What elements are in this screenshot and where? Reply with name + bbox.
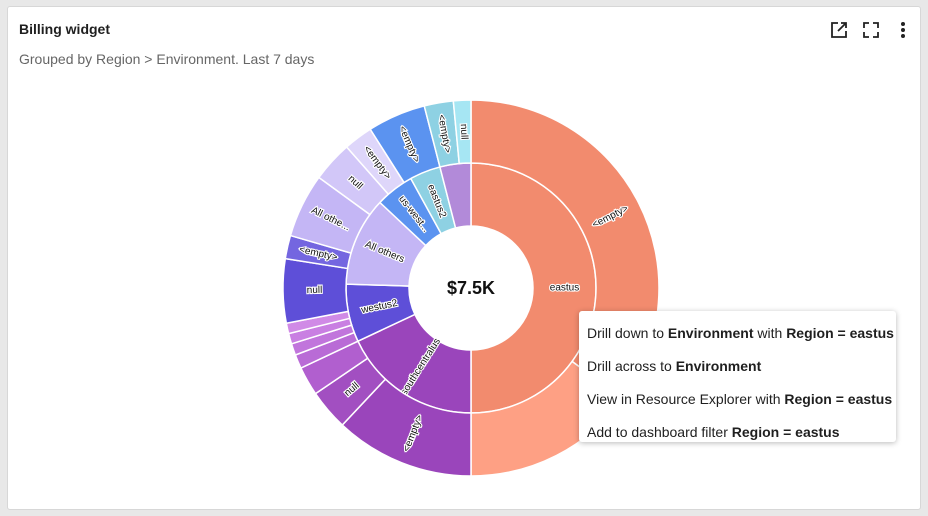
- menu-bold-text: Region = eastus: [784, 391, 893, 407]
- widget-toolbar: [828, 19, 914, 41]
- widget-subtitle: Grouped by Region > Environment. Last 7 …: [19, 51, 315, 67]
- menu-bold-text: Region = eastus: [786, 325, 894, 341]
- outer-ring-label: null: [458, 124, 470, 140]
- widget-title: Billing widget: [19, 21, 110, 37]
- center-total-label: $7.5K: [447, 278, 495, 298]
- inner-ring-label: eastus: [550, 283, 579, 294]
- fullscreen-icon[interactable]: [860, 19, 882, 41]
- outer-ring-label: null: [307, 285, 323, 296]
- more-vertical-icon[interactable]: [892, 19, 914, 41]
- menu-item-view-resource-explorer[interactable]: View in Resource Explorer with Region = …: [579, 383, 896, 416]
- menu-item-drill-down[interactable]: Drill down to Environment with Region = …: [579, 317, 896, 350]
- menu-text: View in Resource Explorer with: [587, 391, 785, 407]
- outer-ring-segment[interactable]: [452, 99, 472, 165]
- menu-bold-text: Region = eastus: [731, 424, 840, 440]
- menu-text: Drill down to: [587, 325, 668, 341]
- center-hole: [410, 227, 532, 349]
- menu-text: Drill across to: [587, 358, 676, 374]
- menu-item-drill-across[interactable]: Drill across to Environment: [579, 350, 896, 383]
- menu-bold-text: Environment: [675, 358, 762, 374]
- drill-context-menu: Drill down to Environment with Region = …: [579, 311, 896, 442]
- menu-bold-text: Environment: [667, 325, 754, 341]
- menu-text: Add to dashboard filter: [587, 424, 732, 440]
- menu-item-add-dashboard-filter[interactable]: Add to dashboard filter Region = eastus: [579, 416, 896, 449]
- menu-text: with: [753, 325, 787, 341]
- open-external-icon[interactable]: [828, 19, 850, 41]
